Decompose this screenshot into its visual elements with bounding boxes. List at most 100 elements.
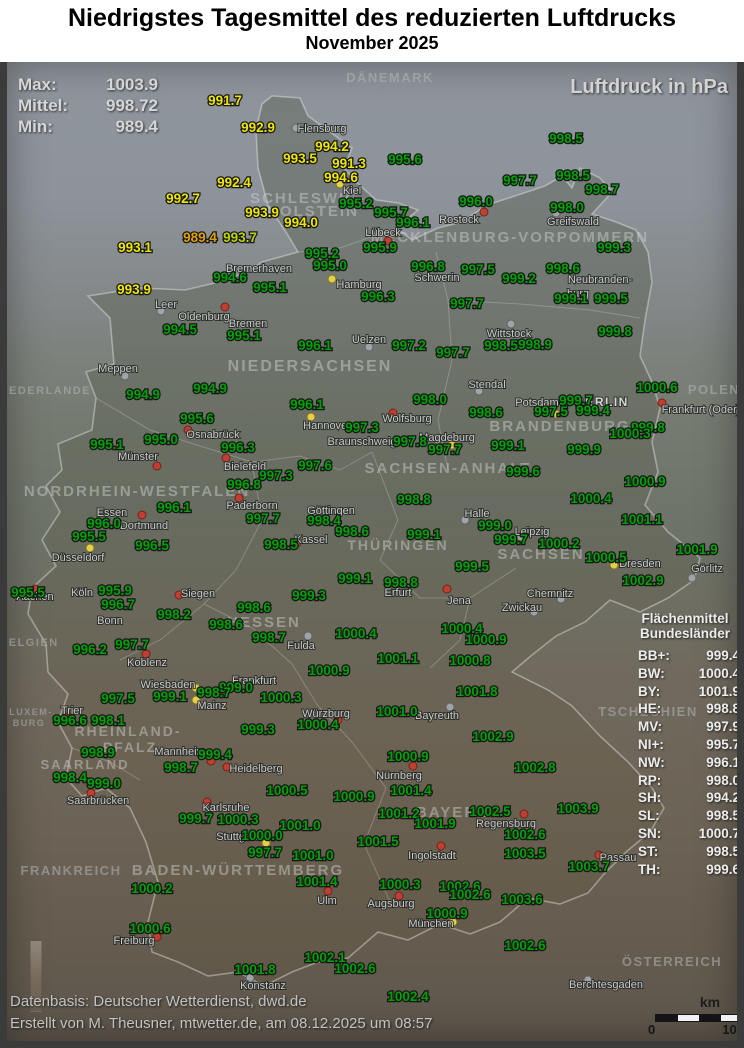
region-label: NORDRHEIN-WESTFALEN <box>24 483 250 500</box>
station-pressure-value: 996.0 <box>87 516 121 531</box>
country-label: DÄNEMARK <box>346 70 434 85</box>
city-dot-red <box>292 538 302 548</box>
station-pressure-value: 1002.9 <box>472 729 513 744</box>
station-pressure-value: 999.8 <box>631 420 665 435</box>
city-label: Jena <box>447 595 472 607</box>
city-label: Düsseldorf <box>52 552 106 564</box>
station-pressure-value: 996.1 <box>298 338 332 353</box>
city-label: Mannheim <box>154 746 205 758</box>
country-label: FRANKREICH <box>21 863 122 878</box>
stat-min-label: Min: <box>18 117 53 136</box>
legend-entry: HE: 998.8 <box>628 700 742 718</box>
legend-entry-key: RP: <box>638 772 662 788</box>
station-pressure-value: 999.2 <box>502 271 536 286</box>
station-pressure-value: 1002.5 <box>469 804 511 819</box>
map-frame-bottom <box>0 1041 744 1048</box>
city-dot-grey <box>529 607 539 617</box>
stat-mittel-label: Mittel: <box>18 96 69 115</box>
station-pressure-value: 1000.9 <box>387 749 428 764</box>
station-pressure-value: 1000.8 <box>449 653 491 668</box>
city-label: Würzburg <box>302 708 350 720</box>
city-label: Frankfurt (Oder) <box>662 404 741 416</box>
city-dot-grey <box>516 532 526 542</box>
city-label: Chemnitz <box>527 588 573 600</box>
country-label: ÖSTERREICH <box>622 954 722 969</box>
city-dot-red <box>30 584 40 594</box>
station-pressure-value: 998.5 <box>484 338 518 353</box>
city-dot-grey <box>364 342 374 352</box>
station-pressure-value: 999.0 <box>219 680 253 695</box>
station-pressure-value: 995.9 <box>363 240 397 255</box>
stat-mittel-value: 998.72 <box>106 96 158 115</box>
scalebar-segment <box>720 1015 742 1021</box>
city-dot-grey <box>291 123 301 133</box>
legend-entry-value: 996.1 <box>706 754 740 770</box>
station-pressure-value: 998.0 <box>550 200 584 215</box>
legend-entry: ST: 998.5 <box>628 843 742 861</box>
legend-entry-value: 999.6 <box>706 861 740 877</box>
station-pressure-value: 995.9 <box>98 583 132 598</box>
station-pressure-value: 996.1 <box>290 397 324 412</box>
station-pressure-value: 998.5 <box>549 131 583 146</box>
station-pressure-value: 1002.6 <box>449 887 491 902</box>
legend-entry-key: NI+: <box>638 736 664 752</box>
city-label: Freiburg <box>114 935 155 947</box>
station-pressure-value: 1001.8 <box>456 684 498 699</box>
city-dot-red <box>436 841 446 851</box>
city-label: Bremerhaven <box>226 263 292 275</box>
station-pressure-value: 1001.1 <box>377 651 419 666</box>
city-dot-red <box>442 584 452 594</box>
station-pressure-value: 1000.0 <box>241 828 282 843</box>
city-label: Magdeburg <box>419 432 475 444</box>
map-frame-left <box>0 62 7 1048</box>
city-dot-grey <box>474 386 484 396</box>
city-label: Ulm <box>317 895 337 907</box>
station-pressure-value: 1000.9 <box>426 906 467 921</box>
station-pressure-value: 994.9 <box>193 381 227 396</box>
city-label: Göttingen <box>307 505 355 517</box>
city-label: Wolfsburg <box>382 413 431 425</box>
station-pressure-value: 1001.5 <box>357 834 399 849</box>
city-dot-red <box>333 715 343 725</box>
station-pressure-value: 995.5 <box>72 529 106 544</box>
station-pressure-value: 997.7 <box>450 296 484 311</box>
city-label: Koblenz <box>127 657 167 669</box>
stat-max-label: Max: <box>18 75 57 94</box>
city-dot-red <box>594 850 604 860</box>
station-pressure-value: 1002.1 <box>304 950 346 965</box>
region-label: SAARLAND <box>41 757 130 772</box>
station-pressure-value: 996.3 <box>361 289 395 304</box>
station-pressure-value: 1000.4 <box>335 626 377 641</box>
city-dot-red <box>141 649 151 659</box>
station-pressure-value: 999.6 <box>506 464 540 479</box>
city-label: Flensburg <box>298 123 347 135</box>
state-means-legend: Flächenmittel Bundesländer BB+: 999.4 BW: 1… <box>628 611 742 878</box>
unit-label: Luftdruck in hPa <box>570 76 728 98</box>
station-pressure-value: 995.0 <box>144 432 178 447</box>
station-pressure-value: 999.9 <box>567 442 601 457</box>
station-pressure-value: 1001.9 <box>676 542 717 557</box>
station-pressure-value: 995.6 <box>388 152 422 167</box>
city-label: Hannover <box>303 420 351 432</box>
station-pressure-value: 994.6 <box>213 270 247 285</box>
station-pressure-value: 998.7 <box>252 630 286 645</box>
station-pressure-value: 999.4 <box>576 403 610 418</box>
station-pressure-value: 999.7 <box>559 393 593 408</box>
station-pressure-value: 998.6 <box>209 617 243 632</box>
station-pressure-value: 1001.4 <box>296 874 338 889</box>
stat-max-value: 1003.9 <box>106 75 158 94</box>
station-pressure-value: 1002.8 <box>514 760 556 775</box>
region-label: NIEDERSACHSEN <box>228 358 393 375</box>
station-pressure-value: 998.4 <box>307 513 341 528</box>
country-label: POLEN <box>688 382 740 397</box>
city-dot-red <box>657 398 667 408</box>
station-pressure-value: 1000.4 <box>570 491 612 506</box>
legend-entry-key: HE: <box>638 701 662 717</box>
city-dot-red <box>222 762 232 772</box>
page-subtitle: November 2025 <box>305 33 439 53</box>
station-pressure-value: 998.4 <box>53 770 87 785</box>
city-dot-yellow <box>261 838 271 848</box>
city-label: Osnabrück <box>186 429 240 441</box>
station-pressure-value: 1001.0 <box>292 848 333 863</box>
station-pressure-value: 996.0 <box>459 194 493 209</box>
